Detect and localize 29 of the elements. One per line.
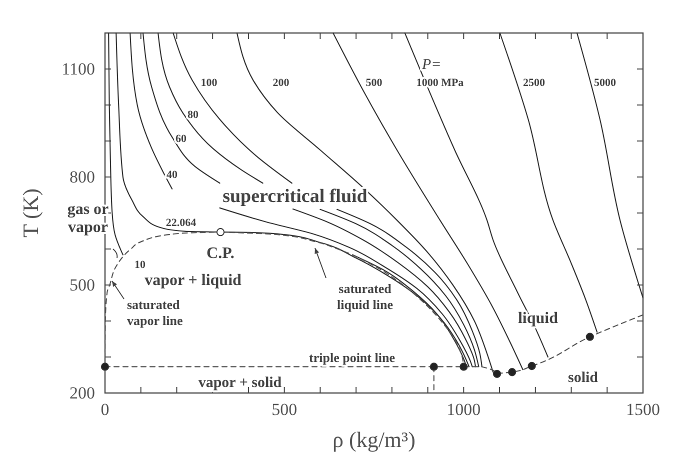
series-label: triple point line	[309, 350, 396, 365]
annotation: P=	[421, 57, 442, 74]
series-label: 100	[200, 76, 218, 89]
x-tick-label: 0	[100, 400, 110, 420]
series-label: 200	[272, 76, 290, 89]
y-tick-label: 1100	[62, 59, 95, 78]
series-label: 10	[134, 258, 146, 271]
series-label: 2500	[523, 76, 546, 89]
x-tick-label: 500	[272, 400, 298, 420]
y-tick-label: 800	[70, 167, 95, 186]
series-label: 60	[176, 132, 187, 145]
series-label: 22.064	[166, 216, 197, 229]
x-axis-title: ρ (kg/m³)	[332, 427, 416, 452]
annotation: supercritical fluid	[222, 186, 368, 208]
series-label: 500	[366, 76, 383, 89]
y-axis-title: T (K)	[18, 188, 43, 238]
annotation: vapor + liquid	[144, 272, 242, 289]
series-label: 5000	[594, 76, 616, 89]
series-label: 40	[166, 168, 178, 181]
annotation: vapor + solid	[198, 375, 282, 392]
annotation: C.P.	[206, 244, 234, 262]
series-label: saturated vapor line	[127, 296, 183, 328]
series-label: saturated liquid line	[337, 280, 394, 312]
y-tick-label: 500	[70, 275, 95, 294]
x-tick-label: 1000	[446, 400, 481, 420]
annotation: solid	[568, 370, 599, 386]
x-tick-label: 1500	[626, 400, 660, 420]
series-label: 80	[188, 108, 199, 121]
y-tick-label: 200	[70, 383, 95, 402]
